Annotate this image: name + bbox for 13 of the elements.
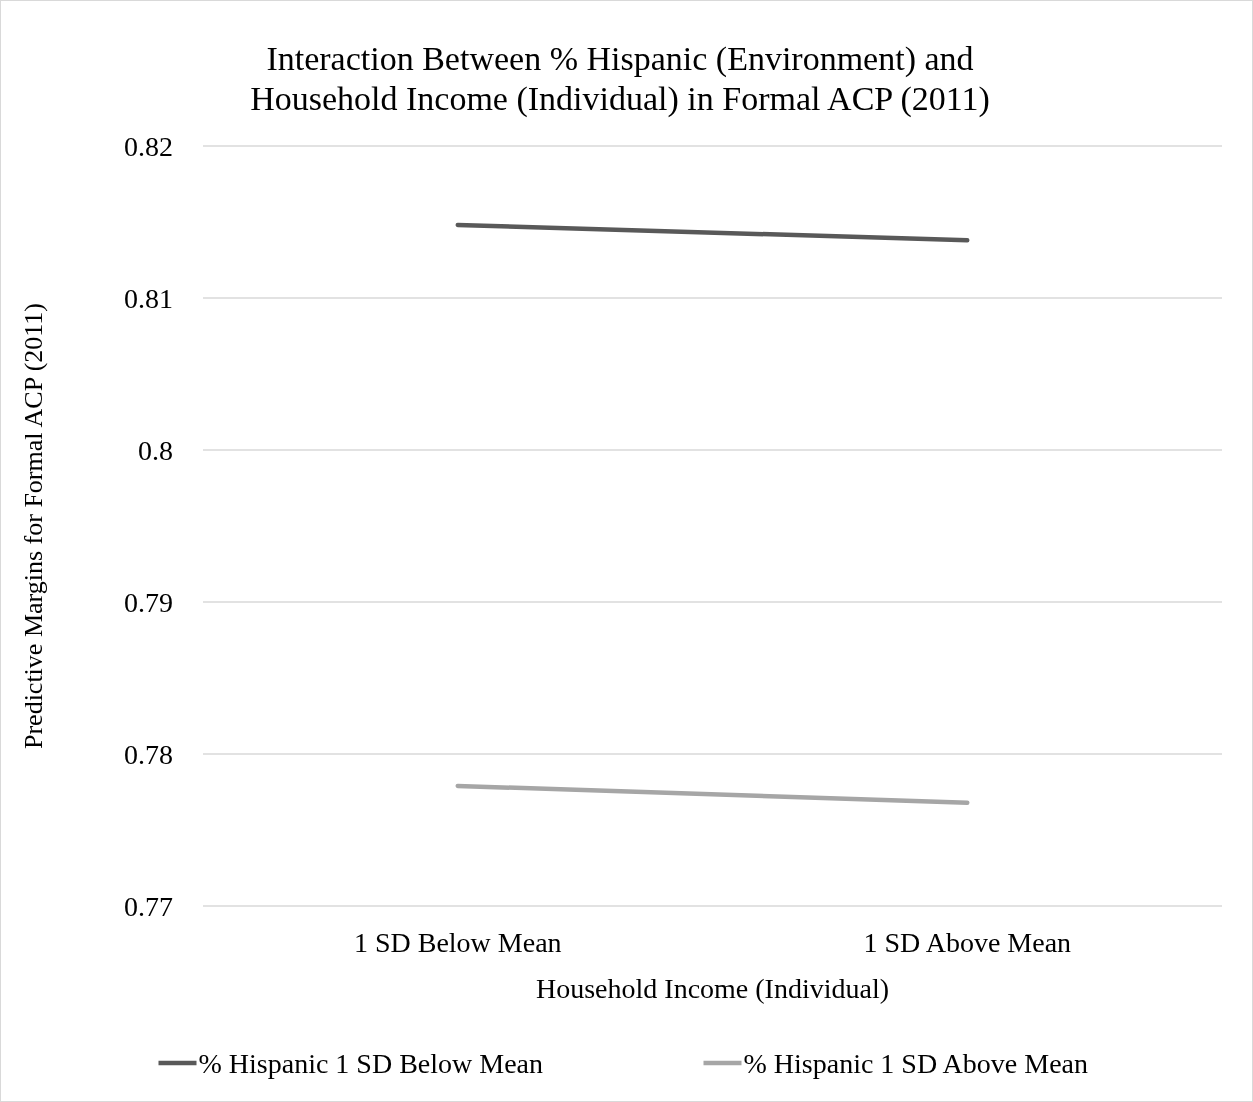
y-axis-title: Predictive Margins for Formal ACP (2011) <box>19 302 48 750</box>
y-tick-label: 0.81 <box>124 282 173 314</box>
y-tick-label: 0.82 <box>124 130 173 162</box>
x-tick-label: 1 SD Above Mean <box>863 927 1072 958</box>
y-tick-label: 0.79 <box>124 586 173 618</box>
chart-title: Interaction Between % Hispanic (Environment) and Household Income (Individual) in Formal ACP (2011) <box>250 40 990 118</box>
x-axis-title: Household Income (Individual) <box>535 973 890 1004</box>
legend-label: % Hispanic 1 SD Above Mean <box>743 1047 1089 1079</box>
x-tick-label: 1 SD Below Mean <box>353 927 562 958</box>
legend-label: % Hispanic 1 SD Below Mean <box>198 1047 544 1079</box>
y-tick-label: 0.8 <box>138 434 173 466</box>
y-tick-label: 0.77 <box>124 890 173 922</box>
y-tick-label: 0.78 <box>124 738 173 770</box>
